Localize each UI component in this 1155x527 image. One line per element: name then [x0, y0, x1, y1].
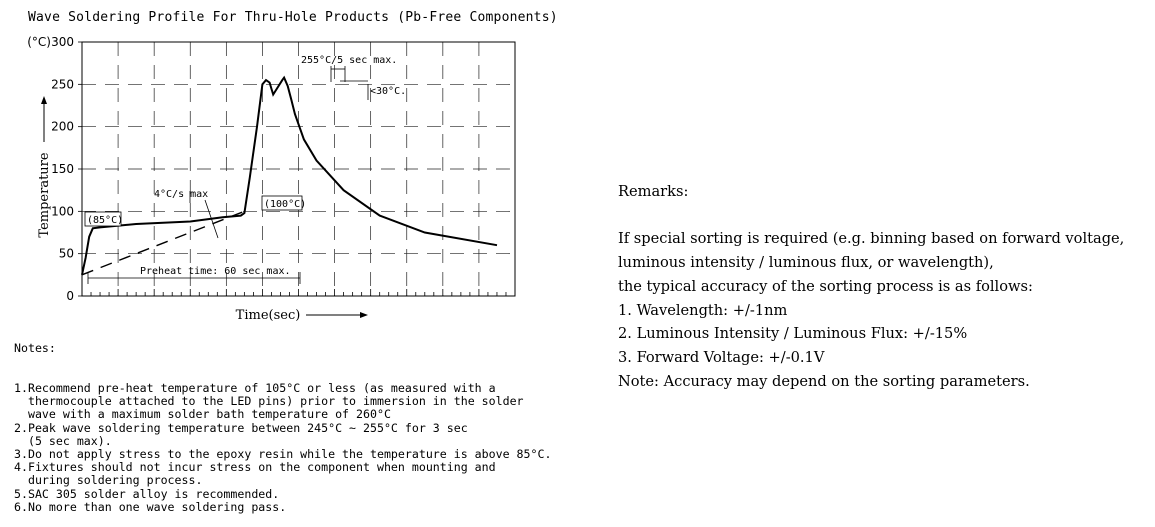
- chart-annotation: (100°C): [264, 199, 306, 210]
- notes-line: 1.Recommend pre-heat temperature of 105°…: [14, 381, 496, 396]
- remarks-line: 2. Luminous Intensity / Luminous Flux: +…: [618, 325, 968, 343]
- notes-line: 5.SAC 305 solder alloy is recommended.: [14, 486, 280, 501]
- notes-line: 6.No more than one wave soldering pass.: [14, 499, 287, 514]
- notes-line: (5 sec max).: [14, 433, 112, 448]
- y-tick-label: 200: [51, 120, 74, 134]
- x-axis-label: Time(sec): [236, 308, 301, 323]
- remarks-line: 3. Forward Voltage: +/-0.1V: [618, 348, 825, 366]
- remarks-heading: Remarks:: [618, 183, 689, 200]
- y-tick-label: 50: [59, 247, 74, 261]
- y-tick-label: 100: [51, 204, 74, 218]
- y-axis-arrow-head: [41, 96, 47, 104]
- notes-list: 1.Recommend pre-heat temperature of 105°…: [14, 381, 552, 514]
- remarks-line: luminous intensity / luminous flux, or w…: [618, 254, 994, 272]
- y-tick-label: 250: [51, 77, 74, 91]
- notes-heading: Notes:: [14, 341, 56, 356]
- remarks-line: the typical accuracy of the sorting proc…: [618, 277, 1033, 295]
- remarks-list: If special sorting is required (e.g. bin…: [618, 227, 1124, 393]
- remarks-line: 1. Wavelength: +/-1nm: [618, 301, 788, 319]
- y-axis-label: Temperature: [37, 152, 52, 237]
- chart-title: Wave Soldering Profile For Thru-Hole Pro…: [28, 10, 558, 25]
- notes-line: during soldering process.: [14, 473, 203, 488]
- chart-annotation: <30°C.: [370, 86, 406, 97]
- notes-line: 3.Do not apply stress to the epoxy resin…: [14, 447, 552, 462]
- chart-annotation: 255°C/5 sec max.: [301, 55, 397, 66]
- chart-annotation: (85°C): [87, 215, 123, 226]
- notes-line: 2.Peak wave soldering temperature betwee…: [14, 420, 468, 435]
- notes-line: wave with a maximum solder bath temperat…: [14, 407, 391, 422]
- y-tick-label: 0: [66, 289, 74, 303]
- remarks-line: If special sorting is required (e.g. bin…: [618, 230, 1125, 248]
- temperature-profile-line: [81, 75, 498, 276]
- chart-annotation: 4°C/s max: [154, 189, 208, 200]
- y-tick-label: 150: [51, 162, 74, 176]
- remarks-section: Remarks: If special sorting is required …: [618, 180, 1124, 393]
- preheat-ramp-line: [81, 210, 245, 276]
- notes-section: Notes: 1.Recommend pre-heat temperature …: [14, 316, 551, 527]
- x-axis-arrow-head: [360, 312, 368, 318]
- y-tick-label: 300: [51, 35, 74, 49]
- soldering-profile-chart: 0 50 100 150 200 250 300(°C) Temperature Time(se…: [27, 35, 516, 323]
- annotation-leader: [204, 199, 219, 239]
- annotation-box: [84, 211, 122, 227]
- notes-line: 4.Fixtures should not incur stress on th…: [14, 460, 496, 475]
- annotation-box: [261, 195, 303, 211]
- chart-annotation: Preheat time: 60 sec max.: [140, 266, 291, 277]
- y-unit-label: (°C): [27, 35, 51, 49]
- notes-line: thermocouple attached to the LED pins) p…: [14, 394, 524, 409]
- remarks-line: Note: Accuracy may depend on the sorting…: [618, 372, 1030, 390]
